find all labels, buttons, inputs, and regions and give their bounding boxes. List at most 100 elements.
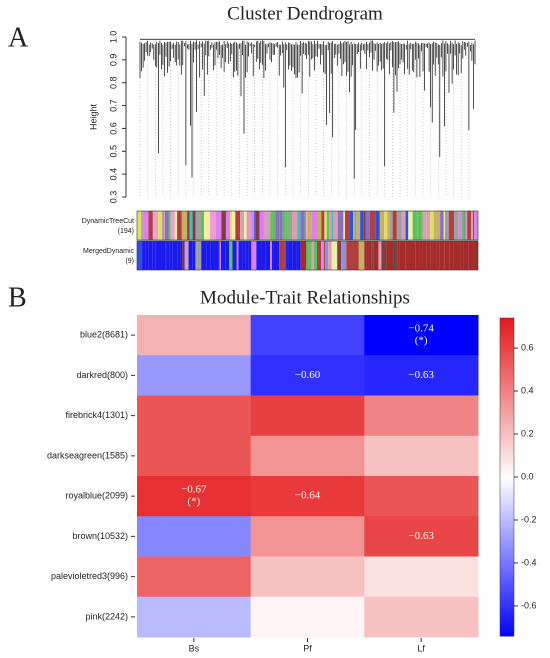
color-stripe — [311, 241, 314, 270]
color-stripe — [242, 241, 246, 270]
color-stripe — [468, 241, 474, 270]
colorbar-step — [500, 454, 514, 457]
colorbar-tick-label: 0.0 — [521, 471, 534, 481]
color-stripe — [360, 211, 364, 240]
colorbar-step — [500, 332, 514, 335]
colorbar-step — [500, 328, 514, 331]
y-tick-label: 0.7 — [108, 99, 118, 112]
color-stripe — [460, 241, 464, 270]
color-stripe — [259, 211, 265, 240]
color-stripe — [189, 211, 193, 240]
colorbar-step — [500, 344, 514, 347]
colorbar-step — [500, 482, 514, 485]
color-stripe — [221, 211, 226, 240]
colorbar-step — [500, 364, 514, 367]
color-stripe — [353, 211, 355, 240]
color-stripe — [236, 241, 239, 270]
colorbar-step — [500, 410, 514, 413]
color-stripe — [457, 241, 461, 270]
colorbar-step — [500, 468, 514, 471]
colorbar-step — [500, 622, 514, 625]
colorbar-tick-label: -0.6 — [521, 600, 537, 610]
color-stripe — [261, 241, 266, 270]
colorbar-step — [500, 408, 514, 411]
color-stripe — [292, 211, 298, 240]
color-stripe — [365, 211, 370, 240]
color-stripe — [386, 241, 393, 270]
colorbar-step — [500, 456, 514, 459]
colorbar-tick-label: -0.2 — [521, 514, 537, 524]
colorbar-step — [500, 558, 514, 561]
color-stripe — [187, 211, 190, 240]
heatmap-cell — [364, 476, 479, 517]
color-stripe — [304, 211, 307, 240]
color-stripe — [458, 211, 462, 240]
color-stripe — [255, 211, 260, 240]
color-stripe — [313, 241, 318, 270]
color-stripe — [357, 241, 359, 270]
color-stripe — [148, 211, 153, 240]
color-stripe — [206, 241, 211, 270]
color-stripe — [356, 211, 360, 240]
color-stripe — [329, 211, 332, 240]
color-stripe — [354, 211, 357, 240]
color-stripe — [240, 211, 245, 240]
colorbar-step — [500, 602, 514, 605]
colorbar-step — [500, 528, 514, 531]
color-stripe — [333, 211, 338, 240]
color-stripe — [162, 211, 164, 240]
colorbar-step — [500, 608, 514, 611]
colorbar-step — [500, 424, 514, 427]
colorbar-step — [500, 508, 514, 511]
colorbar-step — [500, 324, 514, 327]
heatmap-cell — [137, 476, 252, 517]
colorbar-step — [500, 562, 514, 565]
color-stripe — [426, 241, 431, 270]
color-stripe — [195, 241, 202, 270]
color-stripe — [405, 211, 409, 240]
color-stripe — [326, 211, 330, 240]
color-stripe — [406, 241, 410, 270]
color-stripe — [392, 241, 398, 270]
color-stripe — [182, 241, 184, 270]
colorbar-step — [500, 634, 514, 637]
color-stripe — [317, 211, 322, 240]
colorbar-step — [500, 376, 514, 379]
color-stripe — [165, 241, 167, 270]
colorbar-step — [500, 514, 514, 517]
colorbar-step — [500, 614, 514, 617]
color-stripe — [296, 241, 299, 270]
heatmap-cell — [250, 355, 365, 396]
color-stripe — [449, 241, 454, 270]
color-stripe — [387, 211, 390, 240]
colorbar-tick-label: 0.4 — [521, 385, 534, 395]
colorbar-step — [500, 552, 514, 555]
color-stripe — [324, 241, 329, 270]
colorbar-step — [500, 404, 514, 407]
colorbar-step — [500, 506, 514, 509]
color-stripe — [137, 241, 143, 270]
color-stripe — [166, 241, 170, 270]
colorbar-step — [500, 598, 514, 601]
colorbar-step — [500, 580, 514, 583]
color-stripe — [465, 211, 468, 240]
colorbar-step — [500, 624, 514, 627]
colorbar-step — [500, 390, 514, 393]
colorbar-step — [500, 536, 514, 539]
color-stripe — [378, 241, 382, 270]
colorbar-tick-label: -0.4 — [521, 557, 537, 567]
color-stripe — [415, 241, 420, 270]
color-stripe — [201, 241, 207, 270]
colorbar-step — [500, 512, 514, 515]
color-stripe — [210, 241, 215, 270]
colorbar — [500, 318, 514, 637]
colorbar-step — [500, 496, 514, 499]
colorbar-step — [500, 340, 514, 343]
y-tick-label: 0.9 — [108, 54, 118, 67]
heatmap-cell — [250, 596, 365, 638]
color-stripe — [389, 211, 393, 240]
color-bar-frame — [136, 210, 479, 241]
colorbar-step — [500, 572, 514, 575]
colorbar-step — [500, 452, 514, 455]
